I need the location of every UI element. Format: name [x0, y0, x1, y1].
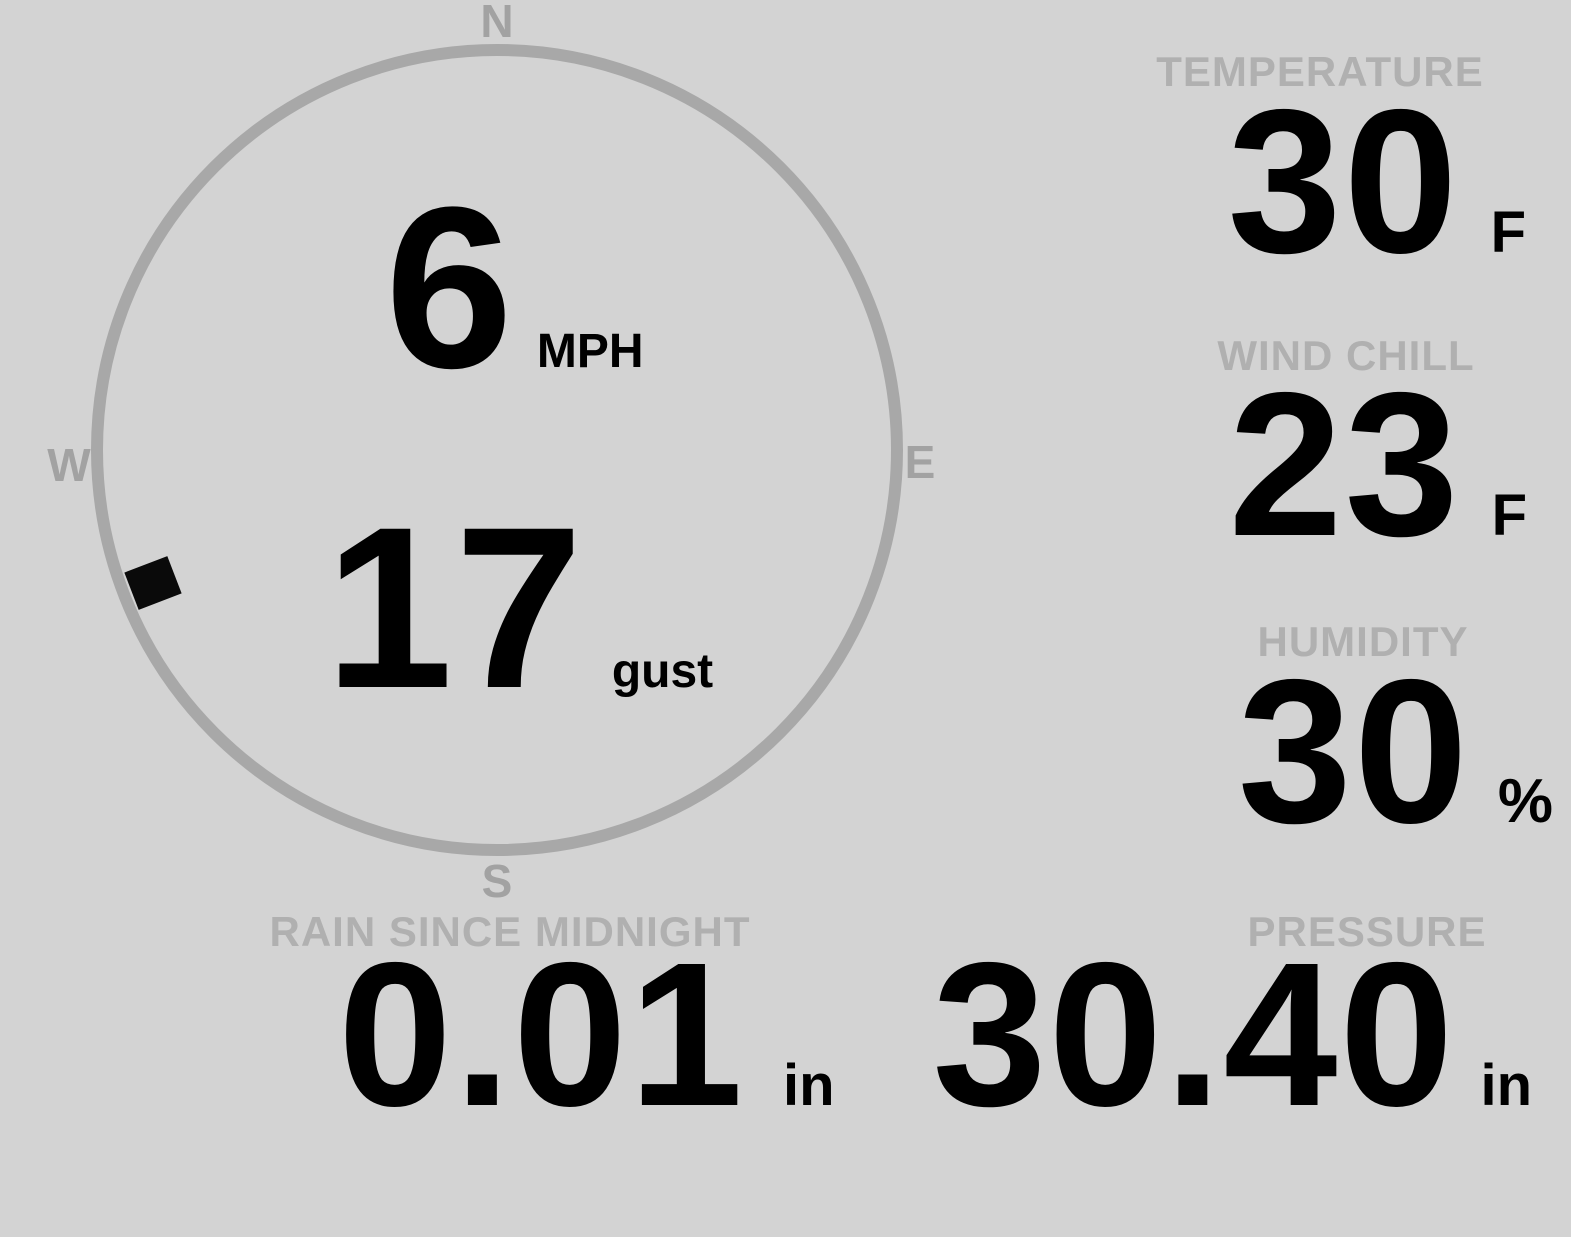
wind-chill-label: WIND CHILL	[1217, 332, 1475, 379]
pressure-unit: in	[1480, 1053, 1532, 1118]
wind-speed-row: 6 MPH	[385, 173, 644, 403]
temperature-value: 30	[1227, 67, 1460, 296]
wind-gust-unit: gust	[611, 645, 714, 698]
wind-chill-unit: F	[1491, 483, 1527, 548]
pressure-value: 30.40	[932, 920, 1456, 1149]
compass-cardinal-west: W	[47, 439, 91, 491]
rain-unit: in	[783, 1053, 835, 1118]
rain-label: RAIN SINCE MIDNIGHT	[269, 908, 751, 955]
pressure-label: PRESSURE	[1247, 908, 1487, 955]
temperature-label: TEMPERATURE	[1156, 48, 1484, 95]
humidity-value-row: 30 %	[1238, 649, 1553, 854]
wind-gust-value: 17	[325, 479, 585, 736]
humidity-label: HUMIDITY	[1257, 618, 1469, 665]
wind-chill-value: 23	[1228, 350, 1461, 579]
compass-cardinal-east: E	[904, 436, 936, 488]
temperature-unit: F	[1490, 200, 1526, 265]
wind-speed-unit: MPH	[536, 325, 644, 378]
humidity-value: 30	[1237, 637, 1470, 866]
compass-cardinal-south: S	[481, 855, 513, 907]
pressure-value-row: 30.40 in	[932, 932, 1532, 1137]
rain-value-row: 0.01 in	[338, 932, 835, 1137]
wind-chill-value-row: 23 F	[1229, 362, 1527, 567]
wind-gust-row: 17 gust	[325, 493, 713, 723]
wind-speed-value: 6	[385, 159, 515, 416]
compass-cardinal-north: N	[480, 0, 514, 47]
rain-value: 0.01	[338, 920, 745, 1149]
temperature-value-row: 30 F	[1228, 79, 1526, 284]
humidity-unit: %	[1497, 767, 1553, 836]
